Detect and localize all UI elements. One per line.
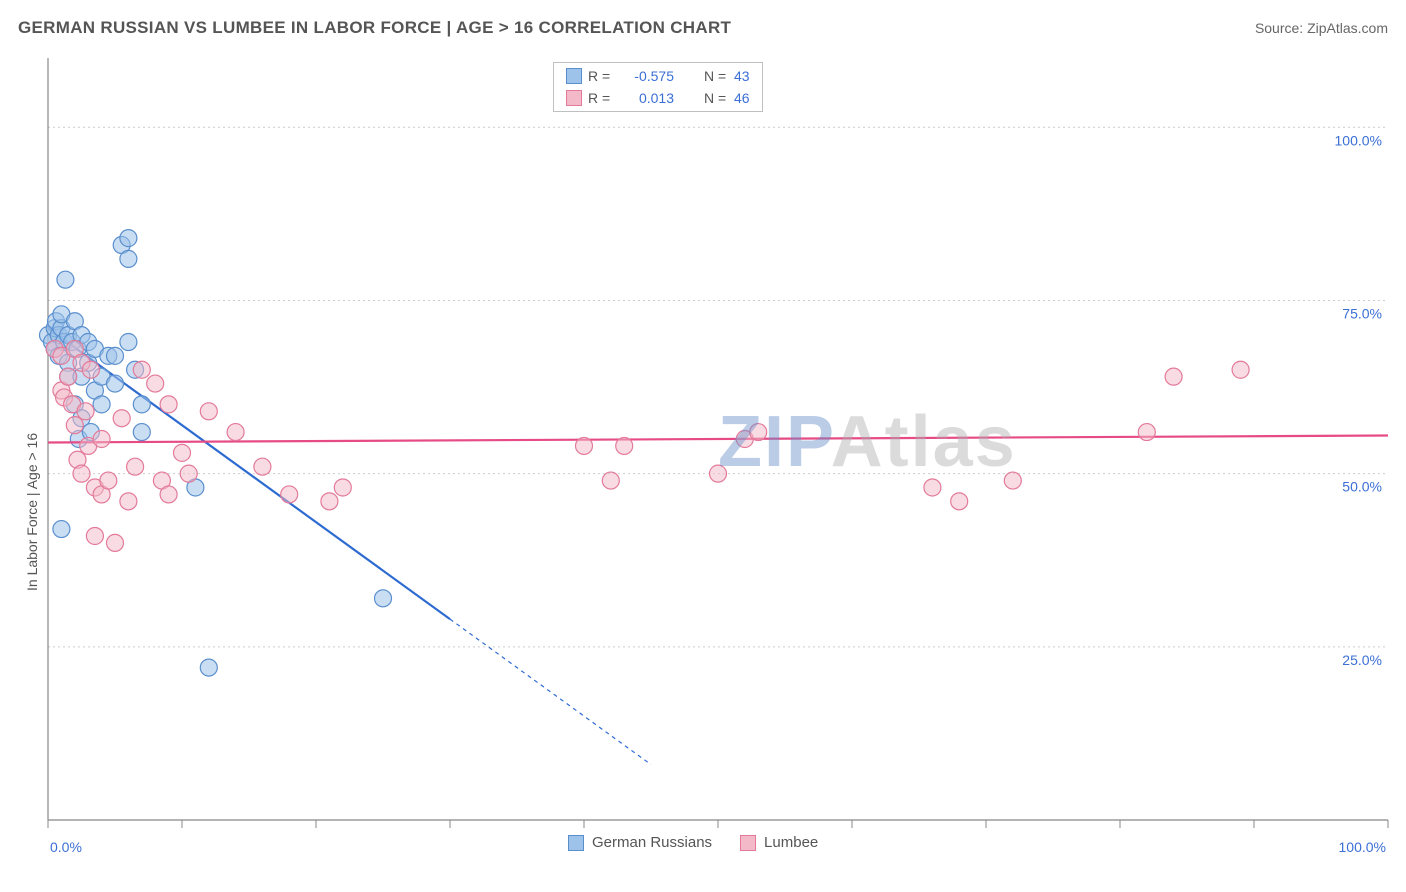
data-point [66,417,83,434]
data-point [53,521,70,538]
data-point [107,534,124,551]
data-point [321,493,338,510]
r-value: 0.013 [618,90,674,106]
data-point [127,458,144,475]
data-point [174,444,191,461]
data-point [147,375,164,392]
scatter-chart: 25.0% 50.0% 75.0% 100.0% 0.0% 100.0% [0,0,1406,892]
data-point [93,431,110,448]
trend-line-extension [450,619,651,764]
data-point [281,486,298,503]
r-value: -0.575 [618,68,674,84]
data-point [73,465,90,482]
n-label: N = [704,68,728,84]
data-point [160,486,177,503]
data-point [1232,361,1249,378]
trend-line [48,436,1388,443]
data-point [602,472,619,489]
data-point [86,527,103,544]
n-value: 46 [734,90,750,106]
y-tick-label: 100.0% [1335,132,1382,148]
y-tick-label: 25.0% [1342,652,1382,668]
data-point [133,424,150,441]
data-point [924,479,941,496]
r-label: R = [588,90,612,106]
legend-swatch [566,68,582,84]
n-label: N = [704,90,728,106]
series-legend-label: Lumbee [764,834,818,851]
data-point [120,250,137,267]
data-point [133,396,150,413]
data-point [133,361,150,378]
data-point [60,368,77,385]
data-point [200,403,217,420]
series-legend-item: German Russians [568,834,712,851]
data-point [93,396,110,413]
data-point [254,458,271,475]
data-point [120,334,137,351]
data-point [160,396,177,413]
data-point [180,465,197,482]
data-point [77,403,94,420]
data-point [82,361,99,378]
data-point [616,437,633,454]
data-point [576,437,593,454]
data-point [334,479,351,496]
data-point [1165,368,1182,385]
stats-legend: R = -0.575 N = 43 R = 0.013 N = 46 [553,62,763,112]
n-value: 43 [734,68,750,84]
data-point [951,493,968,510]
stats-legend-row: R = 0.013 N = 46 [554,87,762,109]
data-point [120,493,137,510]
series-legend-label: German Russians [592,834,712,851]
legend-swatch [568,835,584,851]
r-label: R = [588,68,612,84]
stats-legend-row: R = -0.575 N = 43 [554,65,762,87]
data-point [1004,472,1021,489]
series-legend-item: Lumbee [740,834,818,851]
y-tick-label: 75.0% [1342,305,1382,321]
data-point [107,375,124,392]
data-point [100,472,117,489]
y-tick-label: 50.0% [1342,479,1382,495]
data-point [750,424,767,441]
x-tick-label: 0.0% [50,839,82,855]
legend-swatch [566,90,582,106]
legend-swatch [740,835,756,851]
data-point [710,465,727,482]
data-point [57,271,74,288]
series-legend: German Russians Lumbee [568,834,818,851]
data-point [107,347,124,364]
data-point [1138,424,1155,441]
data-point [113,410,130,427]
data-point [120,230,137,247]
data-point [200,659,217,676]
x-tick-label: 100.0% [1339,839,1386,855]
data-point [375,590,392,607]
data-point [227,424,244,441]
